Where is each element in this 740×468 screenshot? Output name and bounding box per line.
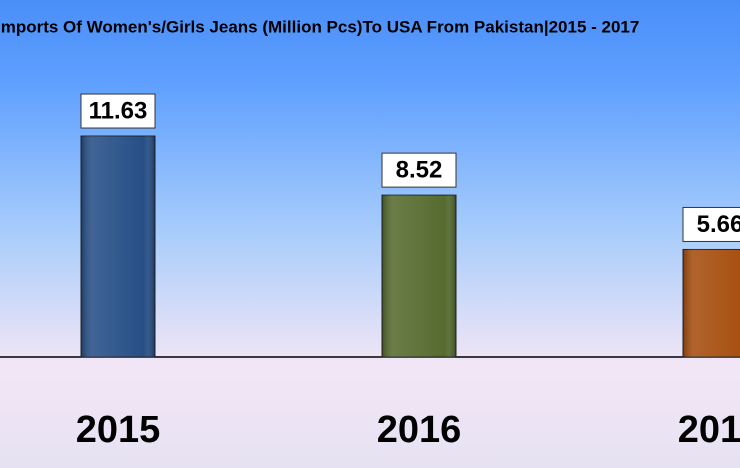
value-label: 5.66: [697, 211, 740, 238]
bar-shade: [683, 249, 740, 357]
bar-shade: [382, 195, 456, 357]
x-tick-label: 2015: [76, 409, 161, 451]
value-label-box: [80, 93, 156, 129]
x-tick-label: 2017: [678, 409, 740, 451]
value-label-box: [682, 206, 740, 242]
value-label-box: [381, 152, 457, 188]
value-label: 8.52: [396, 156, 443, 183]
value-label: 11.63: [89, 97, 148, 124]
x-tick-label: 2016: [377, 409, 462, 451]
bar-shade: [81, 136, 155, 357]
chart-title: Imports Of Women's/Girls Jeans (Million …: [0, 17, 639, 36]
